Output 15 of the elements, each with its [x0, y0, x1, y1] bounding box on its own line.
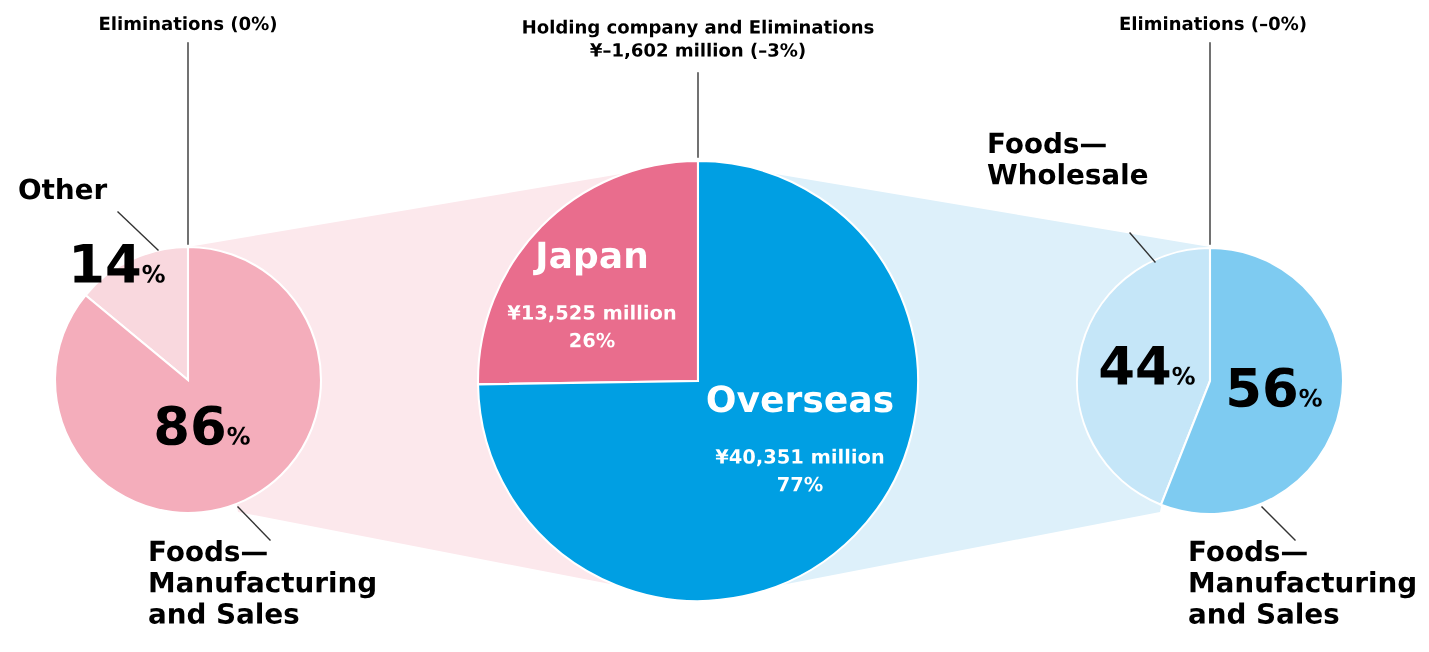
data-label: 44%: [1100, 346, 1195, 385]
data-label: 86%: [156, 405, 250, 446]
data-label: ¥13,525 million 26%: [507, 304, 676, 348]
slice-label: Foods— Manufacturing and Sales: [1189, 540, 1415, 624]
data-label: 56%: [1229, 367, 1322, 408]
category-label: Eliminations (–0%): [1120, 16, 1306, 33]
data-label: 14%: [74, 244, 165, 283]
slice-label: Foods— Manufacturing and Sales: [149, 540, 375, 624]
slice-label: Japan: [533, 241, 647, 276]
slice-label: Foods— Wholesale: [987, 132, 1148, 185]
text: Holding company and Eliminations ¥–1,602 million (–3%): [523, 19, 874, 60]
category-label: Eliminations (0%): [100, 16, 276, 33]
data-label: ¥40,351 million 77%: [715, 448, 884, 492]
slice-label: Overseas: [707, 385, 893, 413]
slice-label: Other: [19, 178, 108, 200]
